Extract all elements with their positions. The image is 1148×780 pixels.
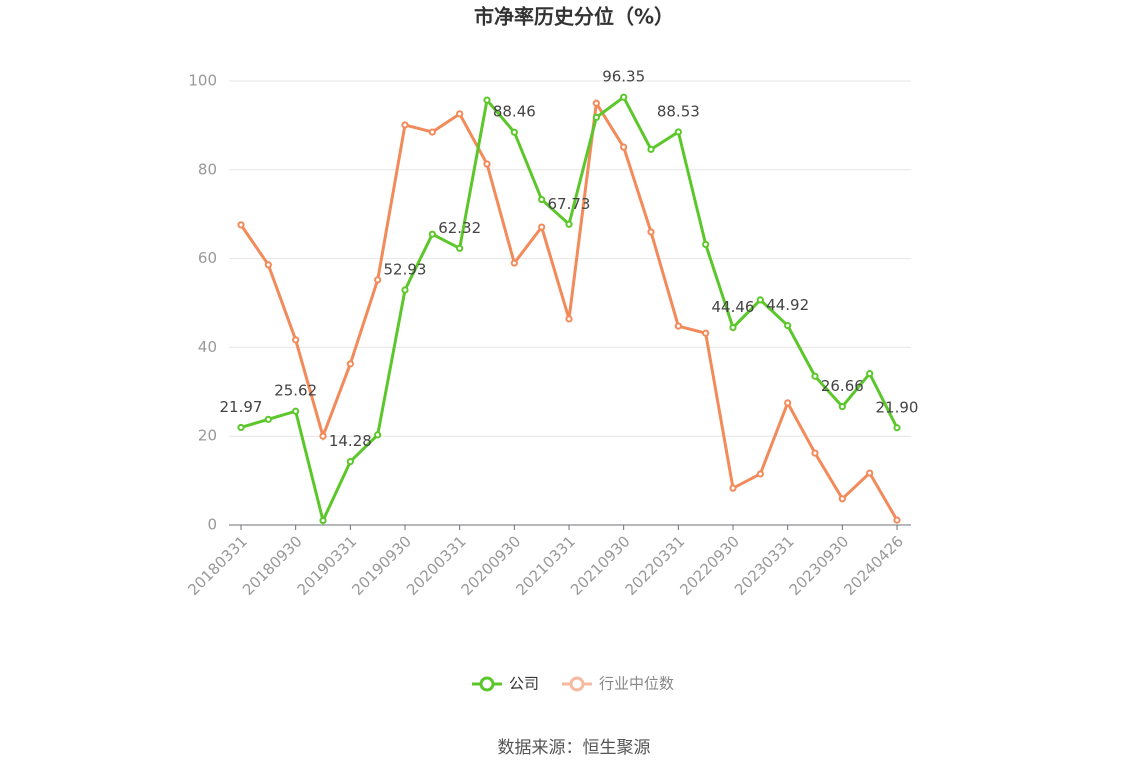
y-tick-label: 60: [198, 249, 217, 267]
data-label: 96.35: [602, 68, 645, 86]
data-point: [428, 128, 436, 136]
data-point: [702, 329, 710, 337]
data-point: [483, 96, 491, 104]
data-point: [620, 143, 628, 151]
data-point: [483, 160, 491, 168]
y-tick-label: 40: [198, 338, 217, 356]
data-point: [838, 403, 846, 411]
data-point: [674, 322, 682, 330]
data-point: [319, 516, 327, 525]
data-point: [784, 321, 792, 330]
data-point: [893, 516, 901, 524]
data-label: 44.46: [712, 298, 755, 316]
data-point: [674, 128, 682, 136]
data-point: [784, 399, 792, 407]
y-tick-label: 20: [198, 427, 217, 445]
y-tick-label: 100: [188, 72, 217, 90]
data-point: [456, 244, 464, 252]
data-label: 62.32: [438, 219, 481, 237]
legend-marker: [479, 676, 495, 692]
data-point: [756, 296, 764, 304]
data-point: [893, 424, 901, 432]
data-point: [838, 495, 846, 503]
data-label: 14.28: [329, 432, 372, 450]
data-point: [292, 407, 300, 415]
legend-marker: [569, 676, 585, 692]
data-label: 67.73: [548, 195, 591, 213]
data-point: [401, 121, 409, 129]
data-point: [592, 113, 600, 122]
data-point: [811, 449, 819, 457]
data-point: [510, 259, 518, 267]
data-point: [538, 223, 546, 231]
data-label: 21.97: [220, 398, 263, 416]
data-point: [866, 369, 874, 378]
data-point: [456, 110, 464, 118]
legend-label: 行业中位数: [599, 675, 674, 693]
x-tick-label: 20240426: [840, 532, 907, 599]
data-point: [592, 99, 600, 107]
data-point: [346, 360, 354, 368]
data-label: 52.93: [384, 260, 427, 278]
data-point: [565, 315, 573, 323]
source: 数据来源：恒生聚源: [498, 738, 651, 758]
data-label: 25.62: [274, 382, 317, 400]
data-label: 44.92: [766, 296, 809, 314]
data-label: 21.90: [876, 398, 919, 416]
data-point: [374, 276, 382, 284]
data-point: [510, 128, 518, 136]
data-point: [729, 323, 737, 332]
data-point: [292, 336, 300, 344]
y-tick-label: 0: [207, 516, 217, 534]
data-point: [319, 432, 327, 440]
data-point: [346, 457, 354, 466]
legend-label: 公司: [509, 675, 539, 693]
data-label: 88.46: [493, 103, 536, 121]
data-point: [702, 240, 710, 248]
data-point: [538, 195, 546, 204]
data-point: [866, 469, 874, 477]
data-label: 26.66: [821, 377, 864, 395]
chart-title: 市净率历史分位（%）: [474, 5, 674, 29]
data-point: [620, 93, 628, 101]
data-point: [237, 423, 245, 432]
data-point: [374, 431, 382, 439]
data-point: [237, 221, 245, 229]
data-point: [756, 470, 764, 478]
data-point: [264, 415, 272, 423]
data-point: [264, 261, 272, 269]
data-point: [647, 228, 655, 236]
data-point: [565, 220, 573, 228]
data-point: [729, 484, 737, 492]
data-point: [647, 145, 655, 153]
data-point: [401, 286, 409, 294]
data-point: [428, 230, 436, 238]
data-label: 88.53: [657, 102, 700, 120]
y-tick-label: 80: [198, 160, 217, 178]
data-point: [811, 372, 819, 380]
